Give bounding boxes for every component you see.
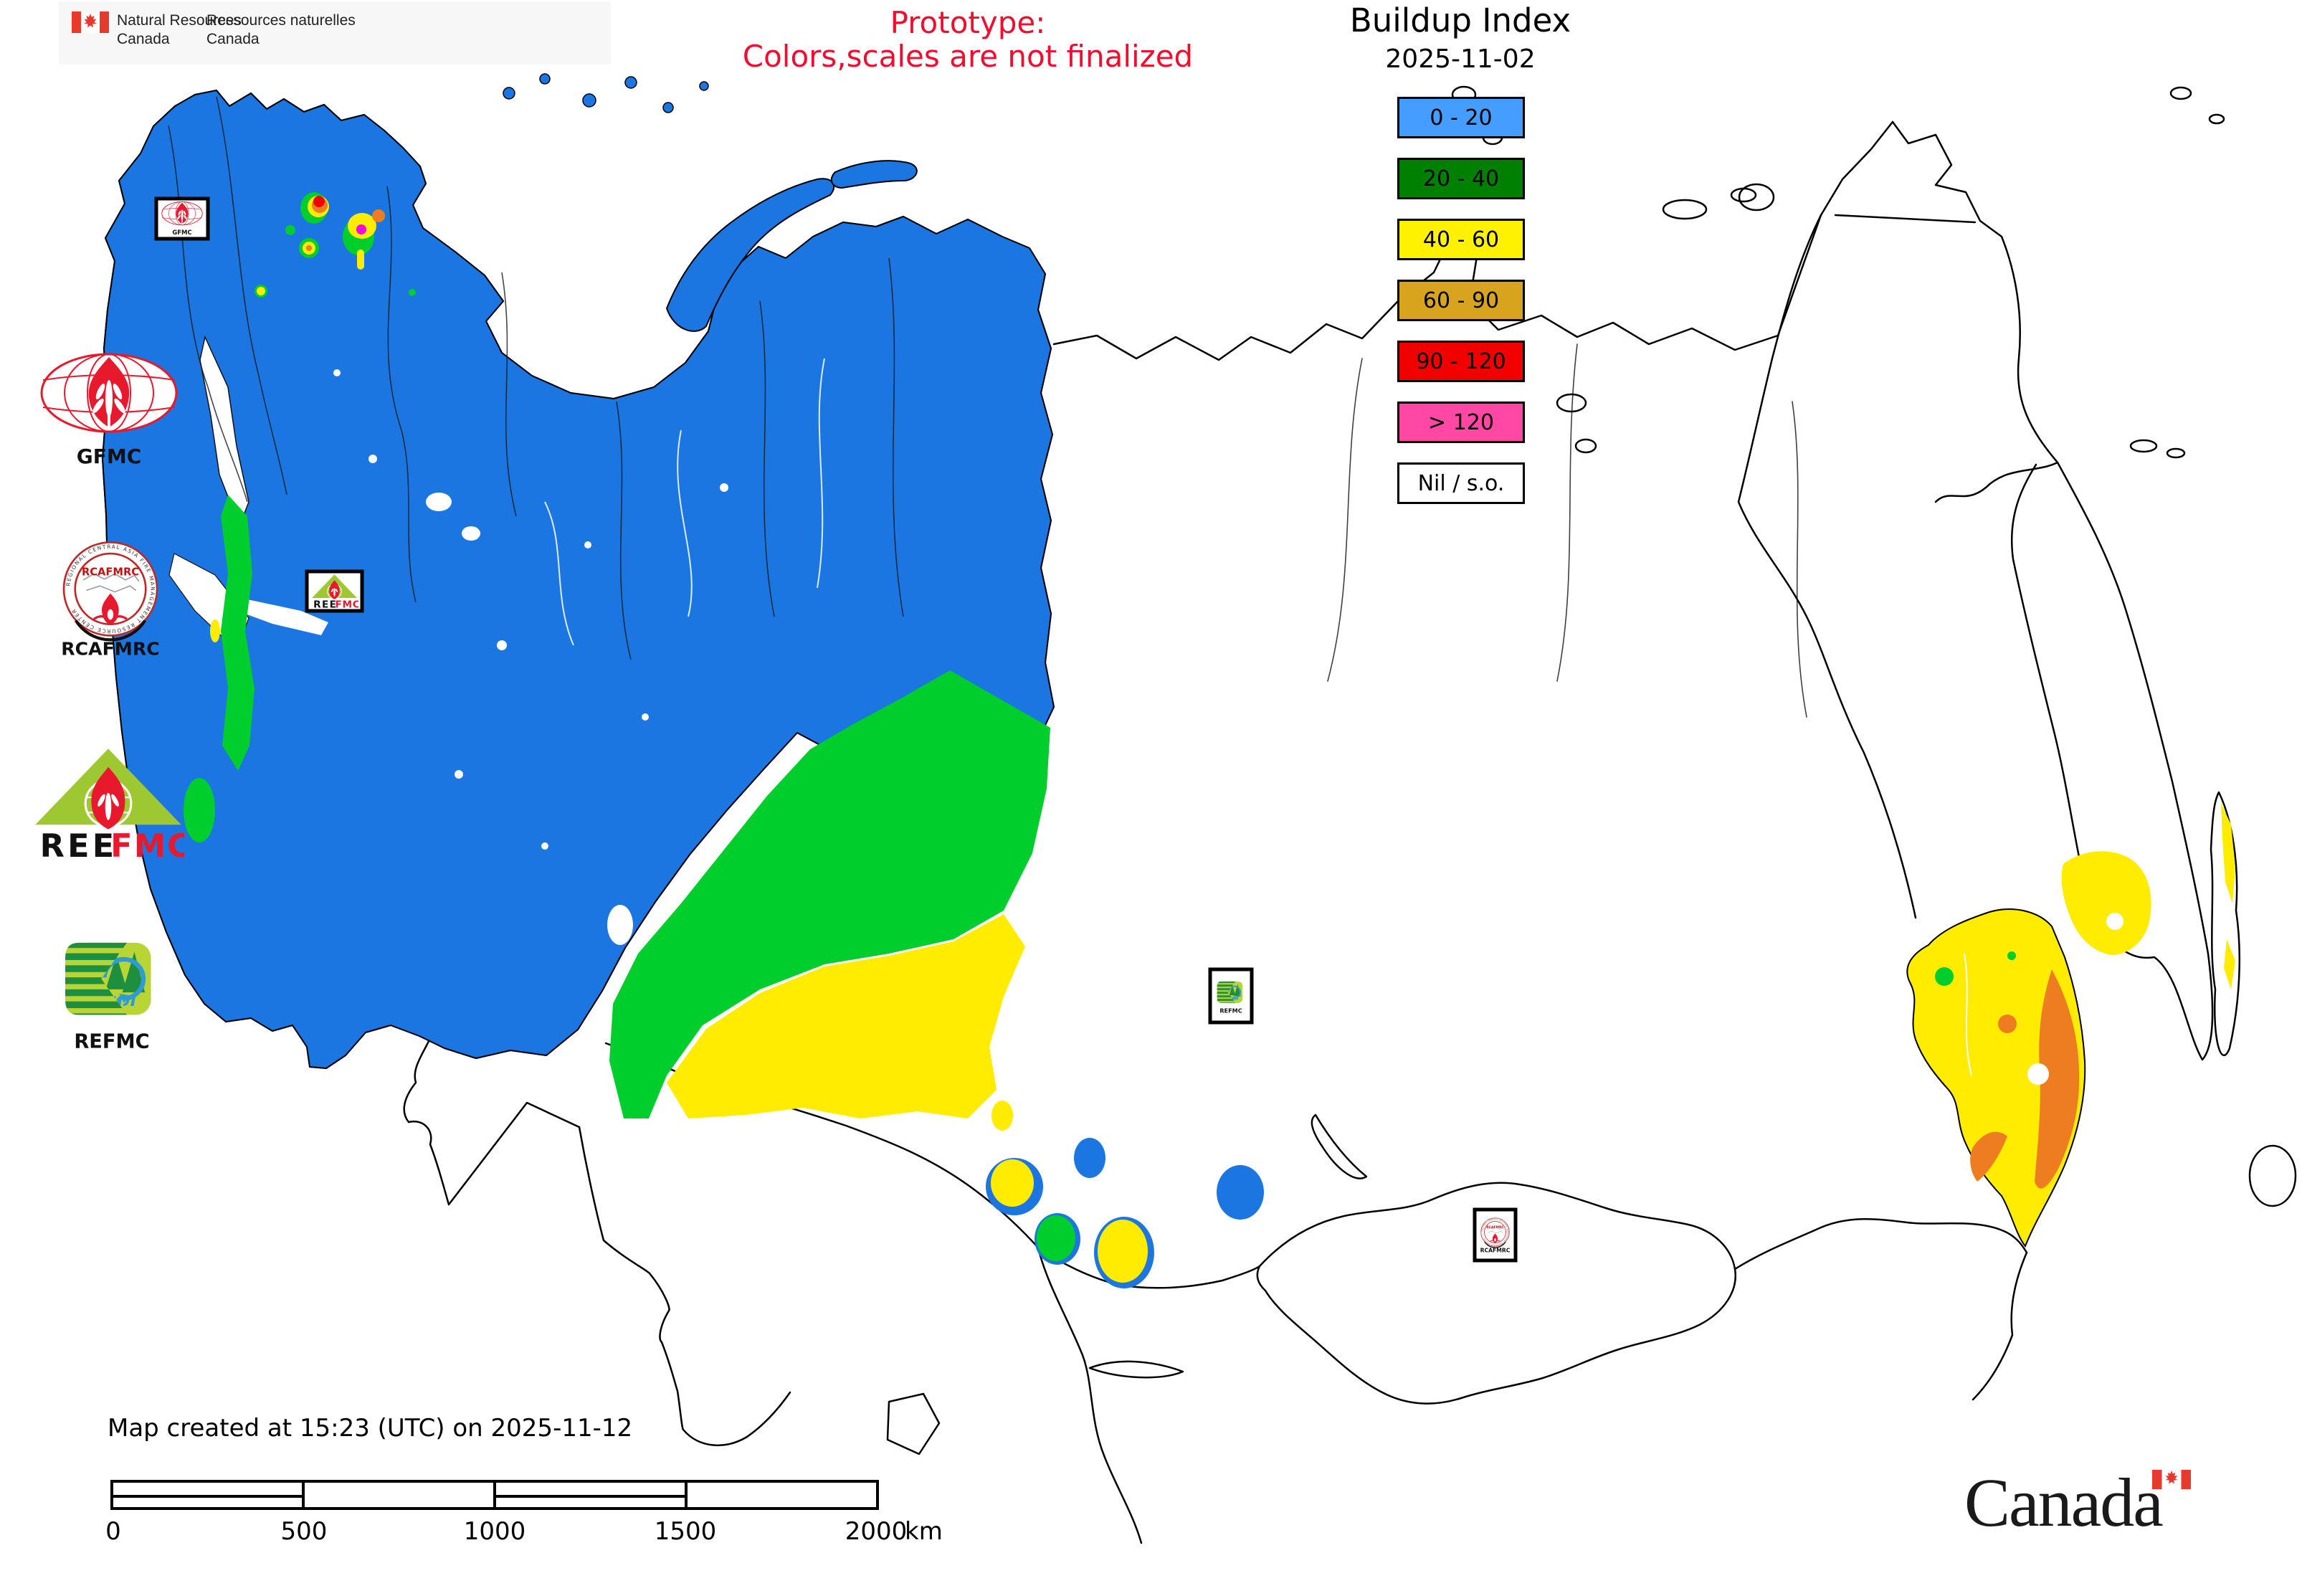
scale-bar-segment	[305, 1483, 496, 1507]
legend-title: Buildup Index	[1349, 1, 1571, 39]
legend-item-20-40: 20 - 40	[1397, 158, 1525, 199]
sidebar-logo-rcafmrc	[50, 536, 171, 663]
canada-flag-icon	[72, 11, 109, 33]
scale-bar	[110, 1480, 879, 1510]
map-created-timestamp: Map created at 15:23 (UTC) on 2025-11-12	[108, 1414, 633, 1443]
legend-item-gt-120: > 120	[1397, 402, 1525, 443]
map-marker-reefmc	[305, 569, 364, 613]
map-marker-gfmc	[154, 196, 210, 241]
map-marker-rcafmrc	[1473, 1207, 1518, 1263]
map-marker-refmc	[1208, 967, 1254, 1025]
scale-tick-2000: 2000	[845, 1517, 908, 1546]
sidebar-logo-reefmc	[32, 746, 184, 863]
prototype-notice-line1: Prototype:	[890, 5, 1046, 40]
legend-item-0-20: 0 - 20	[1397, 97, 1525, 138]
scale-unit: km	[905, 1517, 943, 1546]
prototype-notice: Prototype: Colors,scales are not finaliz…	[631, 6, 1305, 73]
legend-date: 2025-11-02	[1385, 44, 1536, 74]
mongolia-outline	[1256, 1182, 1736, 1405]
nrcan-title-en: Natural Resources Canada	[117, 12, 242, 48]
nrcan-header-panel	[59, 1, 611, 65]
bui-region-fareast	[1906, 803, 2235, 1248]
legend-item-90-120: 90 - 120	[1397, 341, 1525, 382]
legend-item-40-60: 40 - 60	[1397, 219, 1525, 260]
scale-tick-1500: 1500	[654, 1517, 717, 1546]
nrcan-title-fr: Ressources naturelles Canada	[206, 12, 356, 48]
coastlines-east-siberia	[1052, 85, 2297, 1207]
sidebar-logo-refmc	[52, 929, 172, 1056]
map-markers	[154, 196, 1518, 1263]
canada-wordmark-flag-icon	[2152, 1470, 2191, 1489]
bui-region-high	[667, 914, 1025, 1118]
sidebar-logo-gfmc	[37, 351, 181, 472]
scale-bar-segment	[113, 1483, 305, 1507]
scale-tick-1000: 1000	[463, 1517, 526, 1546]
scale-tick-500: 500	[280, 1517, 328, 1546]
bui-spot-areas-south	[986, 1101, 1264, 1288]
bui-hotspots-kola	[255, 192, 416, 298]
scale-tick-0: 0	[105, 1517, 121, 1546]
legend-item-nil: Nil / s.o.	[1397, 462, 1525, 504]
prototype-notice-line2: Colors,scales are not finalized	[742, 39, 1194, 75]
scale-bar-segment	[688, 1483, 876, 1507]
bui-region-moderate	[184, 495, 1050, 1118]
canada-wordmark: Canada	[1964, 1463, 2265, 1549]
legend-item-60-90: 60 - 90	[1397, 280, 1525, 321]
bui-region-low-west	[102, 73, 1055, 1069]
scale-bar-segment	[496, 1483, 688, 1507]
